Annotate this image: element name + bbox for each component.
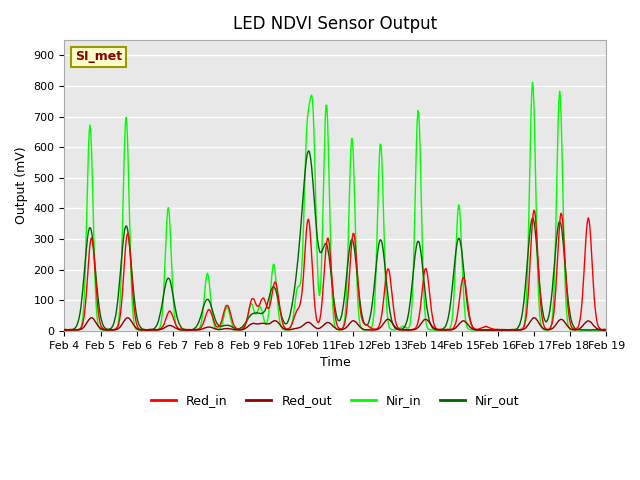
- Title: LED NDVI Sensor Output: LED NDVI Sensor Output: [234, 15, 438, 33]
- Text: SI_met: SI_met: [76, 50, 122, 63]
- Legend: Red_in, Red_out, Nir_in, Nir_out: Red_in, Red_out, Nir_in, Nir_out: [146, 389, 525, 412]
- Y-axis label: Output (mV): Output (mV): [15, 147, 28, 224]
- X-axis label: Time: Time: [320, 356, 351, 369]
